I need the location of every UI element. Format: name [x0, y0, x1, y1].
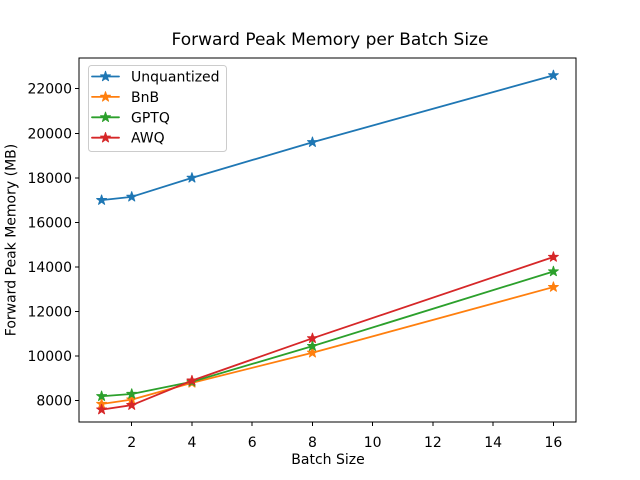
x-tick-label: 6 — [248, 435, 257, 451]
plot-area: 2 4 6 8 10 12 14 16 8000 10000 12000 14000 16000 1800… — [27, 57, 577, 451]
series-marker-unquantized — [126, 191, 138, 202]
legend-marker — [100, 91, 111, 102]
legend-marker — [100, 132, 111, 143]
legend-label-bnb: BnB — [131, 90, 159, 106]
x-tick-label: 10 — [364, 435, 382, 451]
series-marker-awq — [547, 251, 559, 262]
y-tick-label: 20000 — [27, 126, 72, 142]
legend-label-gptq: GPTQ — [131, 110, 170, 126]
x-tick-label: 2 — [127, 435, 136, 451]
series-marker-awq — [96, 403, 108, 415]
chart-title: Forward Peak Memory per Batch Size — [172, 30, 489, 50]
series-marker-unquantized — [547, 69, 559, 81]
x-axis-label: Batch Size — [291, 452, 364, 468]
y-tick-label: 18000 — [27, 171, 72, 187]
y-tick-label: 10000 — [27, 349, 72, 365]
plot-frame — [78, 57, 577, 423]
series-marker-awq — [126, 399, 138, 410]
series-marker-unquantized — [96, 194, 108, 205]
series-marker-gptq — [306, 340, 318, 351]
series-marker-awq — [186, 374, 198, 386]
series-marker-bnb — [306, 347, 318, 358]
y-tick-label: 8000 — [36, 394, 72, 410]
series-marker-bnb — [547, 281, 559, 292]
series-marker-awq — [306, 332, 318, 344]
legend-marker — [100, 70, 111, 82]
y-tick-label: 14000 — [27, 260, 72, 276]
series-marker-gptq — [126, 388, 138, 399]
x-tick-label: 16 — [544, 435, 562, 451]
y-axis-label: Forward Peak Memory (MB) — [4, 144, 20, 336]
y-tick-label: 12000 — [27, 305, 72, 321]
series-marker-gptq — [96, 390, 108, 401]
legend-marker — [100, 111, 111, 123]
y-tick-label: 16000 — [27, 215, 72, 231]
x-tick-label: 14 — [484, 435, 502, 451]
legend-label-awq: AWQ — [131, 131, 165, 147]
legend-box — [88, 65, 227, 152]
y-tick-label: 22000 — [27, 82, 72, 98]
x-tick-label: 4 — [187, 435, 196, 451]
series-marker-gptq — [547, 265, 559, 277]
series-marker-unquantized — [306, 136, 318, 147]
series-marker-unquantized — [186, 172, 198, 183]
legend-label-unquantized: Unquantized — [131, 70, 220, 86]
x-tick-label: 12 — [424, 435, 442, 451]
x-tick-label: 8 — [308, 435, 317, 451]
